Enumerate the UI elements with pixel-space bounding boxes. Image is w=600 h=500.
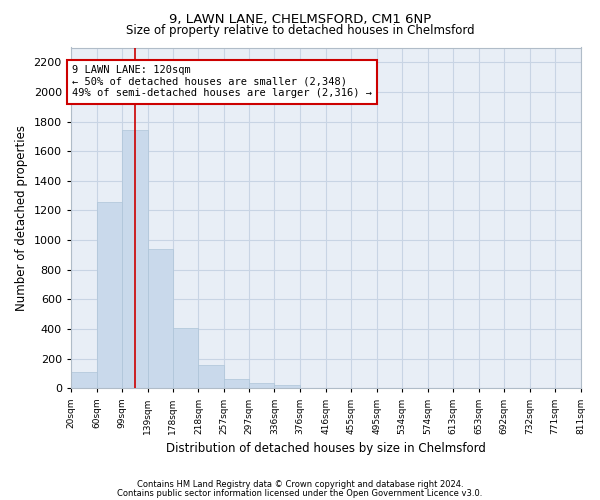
Bar [274,386,300,388]
Text: Size of property relative to detached houses in Chelmsford: Size of property relative to detached ho… [125,24,475,37]
Text: Contains public sector information licensed under the Open Government Licence v3: Contains public sector information licen… [118,488,482,498]
Text: 9, LAWN LANE, CHELMSFORD, CM1 6NP: 9, LAWN LANE, CHELMSFORD, CM1 6NP [169,12,431,26]
Bar [97,202,122,388]
Bar [173,328,199,388]
Text: 9 LAWN LANE: 120sqm
← 50% of detached houses are smaller (2,348)
49% of semi-det: 9 LAWN LANE: 120sqm ← 50% of detached ho… [72,66,372,98]
X-axis label: Distribution of detached houses by size in Chelmsford: Distribution of detached houses by size … [166,442,485,455]
Bar [224,378,250,388]
Bar [71,372,97,388]
Bar [148,249,173,388]
Bar [199,366,224,388]
Text: Contains HM Land Registry data © Crown copyright and database right 2024.: Contains HM Land Registry data © Crown c… [137,480,463,489]
Bar [250,383,274,388]
Y-axis label: Number of detached properties: Number of detached properties [15,125,28,311]
Bar [122,130,148,388]
